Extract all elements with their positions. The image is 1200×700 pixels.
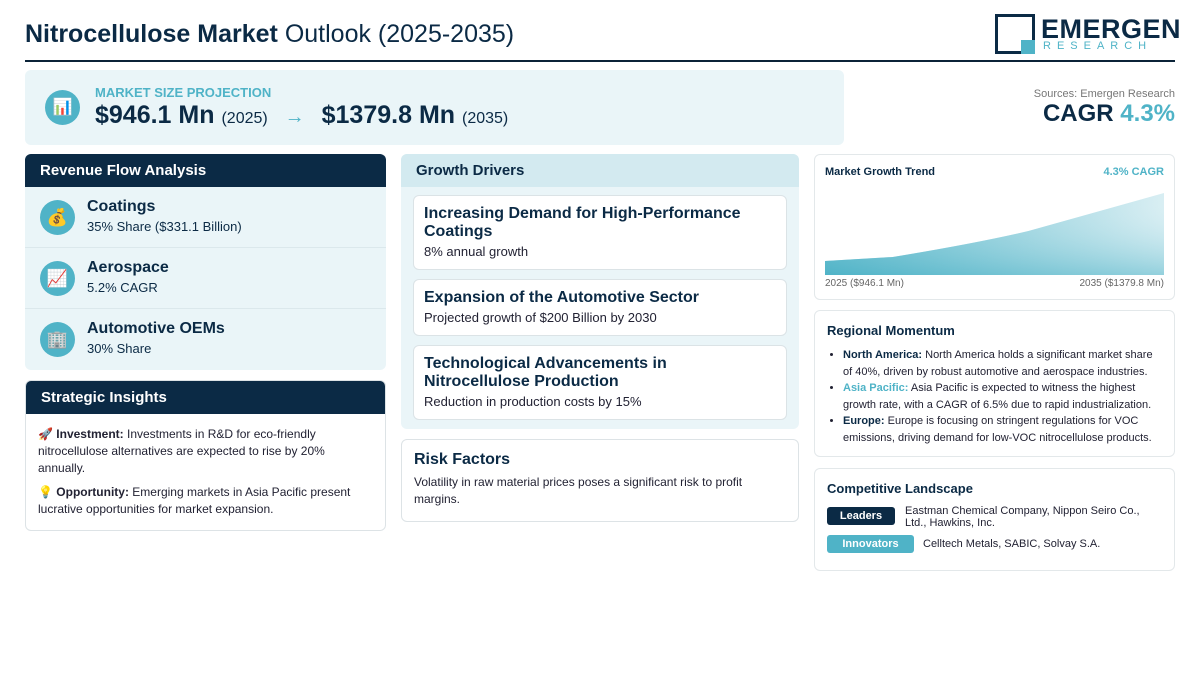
leaders-row: Leaders Eastman Chemical Company, Nippon… xyxy=(827,505,1162,531)
driver-title: Expansion of the Automotive Sector xyxy=(424,289,699,306)
region-item: Asia Pacific: Asia Pacific is expected t… xyxy=(843,380,1162,413)
insight-text: Investments in R&D for eco-friendly nitr… xyxy=(38,427,325,475)
revenue-item: 📈 Aerospace 5.2% CAGR xyxy=(25,248,386,309)
revenue-item-detail: 35% Share ($331.1 Billion) xyxy=(87,219,242,234)
driver-item: Increasing Demand for High-Performance C… xyxy=(413,195,787,270)
region-label: North America: xyxy=(843,349,923,361)
revenue-item-name: Aerospace xyxy=(87,259,169,276)
end-value: $1379.8 Mn xyxy=(321,101,456,129)
cagr-value: 4.3% xyxy=(1120,100,1175,127)
cagr-headline: CAGR 4.3% xyxy=(1043,100,1175,128)
strategic-insights-title: Strategic Insights xyxy=(26,381,385,414)
revenue-item-detail: 30% Share xyxy=(87,341,152,356)
page-header: Nitrocellulose Market Outlook (2025-2035… xyxy=(25,12,1181,62)
page-title-bold: Nitrocellulose Market xyxy=(25,20,278,48)
regional-momentum-title: Regional Momentum xyxy=(827,323,955,338)
regional-list: North America: North America holds a sig… xyxy=(827,347,1162,446)
strategic-insights-card: Strategic Insights 🚀 Investment: Investm… xyxy=(25,380,386,531)
driver-detail: 8% annual growth xyxy=(424,244,529,259)
sources-note: Sources: Emergen Research xyxy=(1033,88,1175,100)
market-growth-trend-card: Market Growth Trend 4.3% CAGR 2025 ($946… xyxy=(814,154,1175,300)
page-title: Nitrocellulose Market Outlook (2025-2035… xyxy=(25,20,514,49)
rocket-icon: 🚀 xyxy=(38,427,53,441)
trend-cagr: 4.3% CAGR xyxy=(1103,166,1164,178)
start-year: (2025) xyxy=(221,110,268,127)
region-item: Europe: Europe is focusing on stringent … xyxy=(843,413,1162,446)
region-text: Europe is focusing on stringent regulati… xyxy=(843,415,1152,444)
end-year: (2035) xyxy=(462,110,509,127)
competitive-landscape-card: Competitive Landscape Leaders Eastman Ch… xyxy=(814,468,1175,571)
leaders-list: Eastman Chemical Company, Nippon Seiro C… xyxy=(905,505,1140,529)
projection-label: MARKET SIZE PROJECTION xyxy=(95,85,272,100)
insight-item: 🚀 Investment: Investments in R&D for eco… xyxy=(38,426,373,477)
driver-title: Technological Advancements in Nitrocellu… xyxy=(424,355,667,390)
growth-area-chart xyxy=(825,193,1164,275)
insight-text: Emerging markets in Asia Pacific present… xyxy=(38,485,351,516)
revenue-item-name: Coatings xyxy=(87,198,156,215)
bar-chart-icon: 📊 xyxy=(45,90,80,125)
projection-values: $946.1 Mn (2025) → $1379.8 Mn (2035) xyxy=(95,101,508,130)
driver-item: Technological Advancements in Nitrocellu… xyxy=(413,345,787,420)
insight-label: Investment: xyxy=(56,427,124,441)
risk-factors-text: Volatility in raw material prices poses … xyxy=(414,475,743,506)
region-text: Asia Pacific is expected to witness the … xyxy=(843,382,1152,411)
trend-start-label: 2025 ($946.1 Mn) xyxy=(825,278,904,289)
region-label: Europe: xyxy=(843,415,885,427)
leaders-badge: Leaders xyxy=(827,507,895,525)
innovators-list: Celltech Metals, SABIC, Solvay S.A. xyxy=(923,538,1101,550)
driver-title: Increasing Demand for High-Performance C… xyxy=(424,205,741,240)
market-size-banner: 📊 MARKET SIZE PROJECTION $946.1 Mn (2025… xyxy=(25,70,844,145)
revenue-flow-title: Revenue Flow Analysis xyxy=(25,154,386,187)
risk-factors-card: Risk Factors Volatility in raw material … xyxy=(401,439,799,522)
insight-item: 💡 Opportunity: Emerging markets in Asia … xyxy=(38,484,373,518)
trend-chart-icon: 📈 xyxy=(40,261,75,296)
revenue-item: 🏢 Automotive OEMs 30% Share xyxy=(25,309,386,370)
driver-detail: Projected growth of $200 Billion by 2030 xyxy=(424,310,657,325)
trend-end-label: 2035 ($1379.8 Mn) xyxy=(1079,278,1164,289)
logo-mark-icon xyxy=(995,14,1035,54)
revenue-flow-card: Revenue Flow Analysis 💰 Coatings 35% Sha… xyxy=(25,154,386,370)
driver-item: Expansion of the Automotive Sector Proje… xyxy=(413,279,787,336)
region-text: North America holds a significant market… xyxy=(843,349,1153,378)
growth-area-shade xyxy=(825,193,1164,275)
building-icon: 🏢 xyxy=(40,322,75,357)
innovators-badge: Innovators xyxy=(827,535,914,553)
region-item: North America: North America holds a sig… xyxy=(843,347,1162,380)
risk-factors-title: Risk Factors xyxy=(414,451,511,468)
start-value: $946.1 Mn xyxy=(95,101,215,129)
logo-name: EMERGEN xyxy=(1041,14,1182,44)
page-title-light: Outlook (2025-2035) xyxy=(284,20,515,48)
cagr-label: CAGR xyxy=(1042,100,1114,127)
regional-momentum-card: Regional Momentum North America: North A… xyxy=(814,310,1175,457)
trend-title: Market Growth Trend xyxy=(825,166,936,178)
logo-subtitle: RESEARCH xyxy=(1043,40,1153,52)
growth-drivers-title: Growth Drivers xyxy=(401,154,799,187)
driver-detail: Reduction in production costs by 15% xyxy=(424,394,642,409)
emergen-logo: EMERGEN RESEARCH xyxy=(995,14,1181,56)
lightbulb-icon: 💡 xyxy=(38,485,53,499)
revenue-item-detail: 5.2% CAGR xyxy=(87,280,158,295)
insight-label: Opportunity: xyxy=(56,485,129,499)
region-label: Asia Pacific: xyxy=(843,382,909,394)
revenue-item: 💰 Coatings 35% Share ($331.1 Billion) xyxy=(25,187,386,248)
innovators-row: Innovators Celltech Metals, SABIC, Solva… xyxy=(827,535,1162,555)
growth-drivers-card: Growth Drivers Increasing Demand for Hig… xyxy=(401,154,799,429)
arrow-right-icon: → xyxy=(284,106,305,128)
money-bag-icon: 💰 xyxy=(40,200,75,235)
competitive-landscape-title: Competitive Landscape xyxy=(827,481,973,496)
revenue-item-name: Automotive OEMs xyxy=(87,320,225,337)
